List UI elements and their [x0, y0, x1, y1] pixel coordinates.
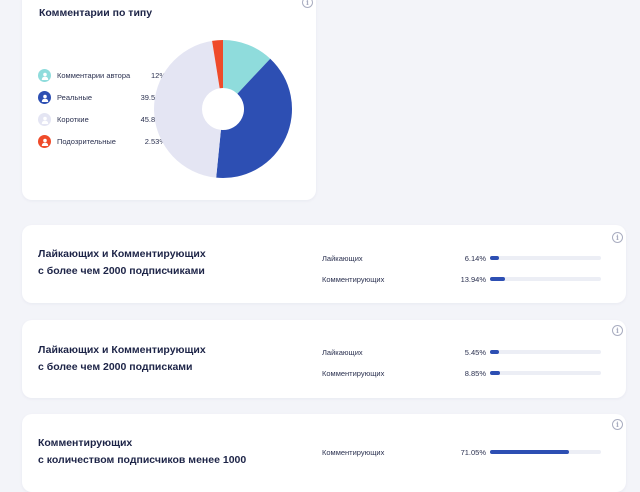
metric-card: i Комментирующих с количеством подписчик…	[22, 414, 626, 492]
comments-donut-chart	[153, 40, 292, 178]
metric-title-line1: Комментирующих	[38, 437, 133, 449]
progress-fill	[490, 450, 569, 454]
comments-by-type-card: i Комментарии по типу Комментарии автора…	[22, 0, 316, 200]
user-icon	[38, 69, 51, 82]
progress-fill	[490, 371, 500, 375]
info-icon[interactable]: i	[612, 325, 623, 336]
legend-label: Реальные	[57, 93, 93, 102]
legend-item-suspicious: Подозрительные 2.53%	[38, 135, 166, 149]
bar-value: 6.14%	[464, 254, 486, 263]
metric-title-line2: с количеством подписчиков менее 1000	[38, 454, 247, 466]
legend-value: 2.53%	[144, 137, 166, 146]
info-icon[interactable]: i	[612, 419, 623, 430]
info-icon[interactable]: i	[302, 0, 313, 8]
info-icon[interactable]: i	[612, 232, 623, 243]
progress-fill	[490, 277, 505, 281]
donut-slice[interactable]	[153, 40, 221, 178]
bar-value: 8.85%	[464, 369, 486, 378]
bar-label: Лайкающих	[322, 254, 363, 263]
progress-track	[490, 371, 601, 375]
legend-value: 39.58%	[140, 93, 166, 102]
metric-title-line1: Лайкающих и Комментирующих	[38, 248, 206, 260]
metric-title: Лайкающих и Комментирующих с более чем 2…	[38, 342, 206, 376]
legend-item-short: Короткие 45.89%	[38, 113, 166, 127]
legend-value: 12%	[150, 71, 166, 80]
metric-title-line2: с более чем 2000 подписчиками	[38, 265, 205, 277]
metric-card: i Лайкающих и Комментирующих с более чем…	[22, 225, 626, 303]
progress-fill	[490, 256, 499, 260]
bar-row-commenters: Комментирующих 13.94%	[322, 275, 604, 287]
metric-title-line2: с более чем 2000 подписками	[38, 361, 193, 373]
bar-value: 5.45%	[464, 348, 486, 357]
donut-slice[interactable]	[212, 40, 223, 89]
card-title: Комментарии по типу	[39, 7, 153, 19]
metric-card: i Лайкающих и Комментирующих с более чем…	[22, 320, 626, 398]
bar-label: Комментирующих	[322, 369, 385, 378]
legend-item-real: Реальные 39.58%	[38, 91, 166, 105]
metric-title: Комментирующих с количеством подписчиков…	[38, 435, 246, 469]
bar-value: 13.94%	[460, 275, 486, 284]
progress-track	[490, 350, 601, 354]
metric-title: Лайкающих и Комментирующих с более чем 2…	[38, 246, 206, 280]
legend-label: Подозрительные	[57, 137, 116, 146]
donut-slice[interactable]	[223, 40, 271, 94]
legend-value: 45.89%	[140, 115, 166, 124]
bar-label: Комментирующих	[322, 275, 385, 284]
bar-row-likers: Лайкающих 5.45%	[322, 348, 604, 360]
bar-label: Лайкающих	[322, 348, 363, 357]
metric-title-line1: Лайкающих и Комментирующих	[38, 344, 206, 356]
progress-track	[490, 256, 601, 260]
donut-slice[interactable]	[216, 58, 292, 178]
progress-fill	[490, 350, 499, 354]
bar-value: 71.05%	[460, 448, 486, 457]
bar-row-commenters: Комментирующих 8.85%	[322, 369, 604, 381]
user-icon	[38, 91, 51, 104]
progress-track	[490, 277, 601, 281]
bar-row-commenters: Комментирующих 71.05%	[322, 448, 604, 460]
user-icon	[38, 135, 51, 148]
legend-label: Короткие	[57, 115, 89, 124]
user-icon	[38, 113, 51, 126]
bar-row-likers: Лайкающих 6.14%	[322, 254, 604, 266]
bar-label: Комментирующих	[322, 448, 385, 457]
progress-track	[490, 450, 601, 454]
legend-item-author: Комментарии автора 12%	[38, 69, 166, 83]
legend-label: Комментарии автора	[57, 71, 131, 80]
